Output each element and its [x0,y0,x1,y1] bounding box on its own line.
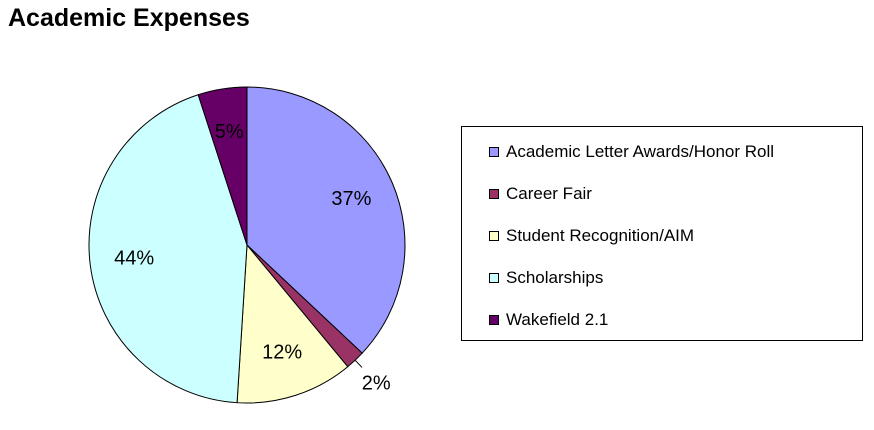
pie-slice [88,94,248,404]
legend-item: Academic Letter Awards/Honor Roll [489,140,774,164]
slice-label: 37% [331,188,371,210]
legend-label: Career Fair [506,184,592,203]
slice-label: 5% [215,121,244,143]
slice-label: 44% [114,248,154,270]
legend-swatch [489,231,499,241]
pie-slice [197,86,248,246]
legend-item: Career Fair [489,182,592,206]
legend-item: Student Recognition/AIM [489,224,694,248]
legend-label: Student Recognition/AIM [506,226,695,245]
legend-swatch [489,315,499,325]
legend-swatch [489,189,499,199]
slice-label: 2% [362,372,391,394]
legend-label: Academic Letter Awards/Honor Roll [506,142,775,161]
legend-swatch [489,273,499,283]
pie-leader-lines [354,359,363,368]
legend-swatch [489,147,499,157]
chart-title: Academic Expenses [8,4,250,32]
legend-item: Scholarships [489,266,603,290]
legend-label: Wakefield 2.1 [506,310,609,329]
pie-slice [246,86,406,354]
slice-label: 12% [262,341,302,363]
chart-legend: Academic Letter Awards/Honor Roll Career… [461,126,863,341]
legend-item: Wakefield 2.1 [489,308,608,332]
leader-line [354,359,363,368]
legend-label: Scholarships [506,268,604,287]
pie-slice [236,243,349,404]
pie-labels: 37% 2% 12% 44% 5% [114,121,391,395]
pie-slices [88,86,406,404]
